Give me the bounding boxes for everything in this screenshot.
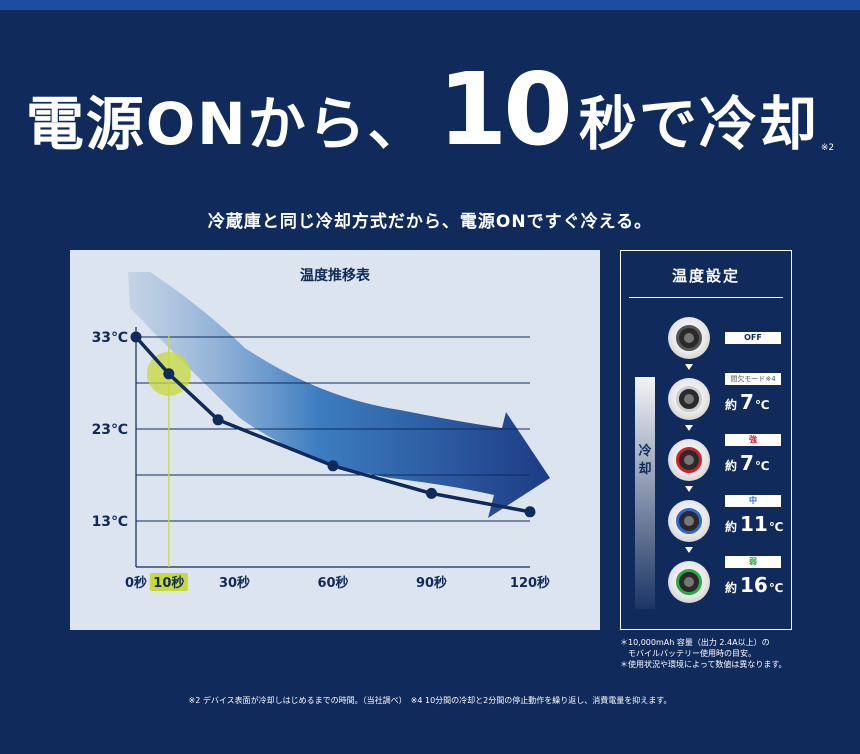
mode-temperature: 約 7℃ (725, 451, 785, 475)
mode-temperature: 約 16℃ (725, 573, 785, 597)
knob-center-icon (684, 394, 694, 404)
approx-label: 約 (725, 581, 738, 595)
note-line: モバイルバッテリー使用時の目安。 (620, 649, 756, 658)
down-arrow-icon (685, 425, 693, 431)
x-tick-label: 10秒 (153, 575, 184, 591)
headline-suffix: 秒で冷却 (578, 90, 819, 158)
mode-tag: 間欠モード※4 (725, 373, 781, 385)
x-tick-label: 60秒 (317, 575, 348, 591)
note-line: ＊10,000mAh 容量（出力 2.4A以上）の (620, 638, 770, 647)
data-point (524, 506, 536, 518)
temperature-chart: 13℃ 23℃ 33℃ 0秒 10秒 30秒 60秒 90秒 120秒 温度推移表 (92, 267, 550, 591)
note-line: ＊使用状況や環境によって数値は異なります。 (620, 660, 787, 669)
temperature-line (134, 335, 531, 514)
temperature-unit: ℃ (768, 520, 784, 534)
approx-label: 約 (725, 398, 738, 412)
mode-tag: OFF (725, 332, 781, 344)
battery-notes: ＊10,000mAh 容量（出力 2.4A以上）の モバイルバッテリー使用時の目… (620, 637, 850, 670)
data-point (426, 487, 437, 499)
mode-knob-icon[interactable] (668, 439, 710, 481)
knob-center-icon (684, 455, 694, 465)
temperature-graph-panel: 13℃ 23℃ 33℃ 0秒 10秒 30秒 60秒 90秒 120秒 温度推移表 (70, 250, 600, 630)
data-point (212, 414, 224, 426)
mode-temperature: 約 7℃ (725, 390, 785, 414)
x-tick-label: 30秒 (219, 575, 250, 591)
temperature-unit: ℃ (768, 581, 784, 595)
mode-knob-icon[interactable] (668, 561, 710, 603)
chart-title: 温度推移表 (300, 267, 371, 284)
temperature-value: 7 (740, 451, 754, 475)
knob-center-icon (684, 516, 694, 526)
x-tick-label: 120秒 (510, 575, 550, 591)
mode-knob-icon[interactable] (668, 500, 710, 542)
y-tick-label: 23℃ (92, 422, 128, 438)
y-tick-label: 13℃ (92, 514, 128, 530)
headline: 電源ONから、 10 秒で冷却 ※2 (0, 60, 860, 160)
x-tick-highlight (149, 573, 188, 591)
mode-tag: 強 (725, 434, 781, 446)
headline-note: ※2 (820, 143, 835, 153)
headline-number: 10 (437, 51, 573, 168)
temperature-value: 16 (740, 573, 768, 597)
y-tick-label: 33℃ (92, 330, 128, 346)
settings-divider (629, 297, 783, 298)
temperature-unit: ℃ (754, 459, 770, 473)
mode-temperature: 約 11℃ (725, 512, 785, 536)
cooling-label: 冷却 (638, 444, 652, 477)
down-arrow-icon (685, 547, 693, 553)
x-tick-label: 90秒 (416, 575, 447, 591)
mode-tag: 中 (725, 495, 781, 507)
temperature-settings-panel: 温度設定 冷却 OFF 間欠モード※4 約 7℃ 強約 7℃ 中約 11℃ 弱約 16℃ (620, 250, 792, 630)
data-point (130, 331, 142, 343)
data-point (327, 460, 339, 472)
knob-ring-icon (676, 569, 702, 595)
headline-prefix: 電源ONから、 (25, 90, 428, 158)
data-point (163, 368, 175, 380)
mode-knob-icon[interactable] (668, 378, 710, 420)
settings-title: 温度設定 (671, 267, 740, 285)
temperature-value: 11 (740, 512, 768, 536)
approx-label: 約 (725, 520, 738, 534)
knob-ring-icon (676, 325, 702, 351)
footnote: ※2 デバイス表面が冷却しはじめるまでの時間。（当社調べ） ※4 10分間の冷却… (188, 696, 672, 705)
temperature-value: 7 (740, 390, 754, 414)
knob-center-icon (684, 333, 694, 343)
subtitle: 冷蔵庫と同じ冷却方式だから、電源ONですぐ冷える。 (207, 212, 653, 232)
mode-tag: 弱 (725, 556, 781, 568)
approx-label: 約 (725, 459, 738, 473)
knob-center-icon (684, 577, 694, 587)
cooling-arrow-graphic (128, 272, 550, 518)
knob-ring-icon (676, 386, 702, 412)
top-accent-bar (0, 0, 860, 10)
x-tick-label: 0秒 (125, 575, 147, 591)
cooling-gradient-bar (635, 377, 655, 609)
mode-knob-icon[interactable] (668, 317, 710, 359)
down-arrow-icon (685, 364, 693, 370)
down-arrow-icon (685, 486, 693, 492)
temperature-unit: ℃ (754, 398, 770, 412)
